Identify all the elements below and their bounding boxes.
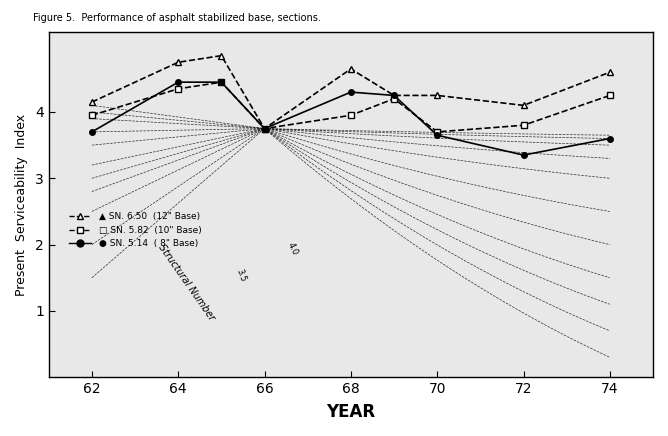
Y-axis label: Present  Serviceability  Index: Present Serviceability Index <box>15 114 28 296</box>
Text: Structural Number: Structural Number <box>156 243 217 323</box>
X-axis label: YEAR: YEAR <box>326 403 375 421</box>
Text: 3.5: 3.5 <box>234 268 247 283</box>
Text: 4.0: 4.0 <box>286 241 300 256</box>
Text: Figure 5.  Performance of asphalt stabilized base, sections.: Figure 5. Performance of asphalt stabili… <box>33 13 321 23</box>
Legend: ▲ SN. 6.50  (12" Base), □ SN. 5.82  (10" Base), ● SN. 5.14  ( 8" Base): ▲ SN. 6.50 (12" Base), □ SN. 5.82 (10" B… <box>65 209 205 252</box>
